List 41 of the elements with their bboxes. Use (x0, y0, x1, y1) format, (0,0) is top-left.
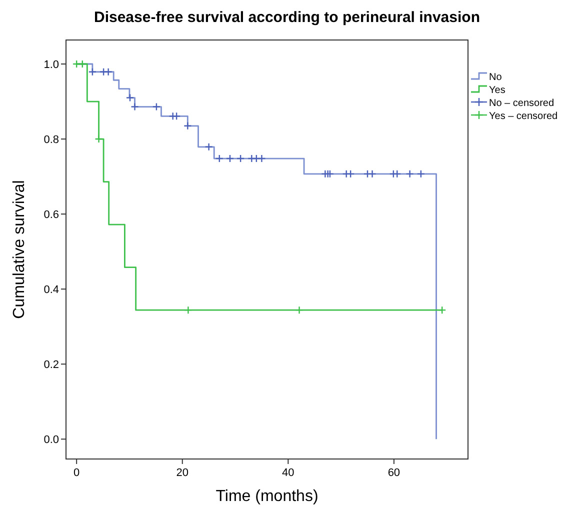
point (226, 154, 234, 163)
x-tick-label: 60 (388, 467, 400, 479)
chart-title: Disease-free survival according to perineural invasion (94, 9, 480, 26)
y-tick-label: 0.2 (44, 359, 59, 372)
point (104, 68, 112, 76)
point (184, 306, 192, 314)
y-axis-title: Cumulative survival (11, 180, 28, 319)
y-tick-label: 0.0 (44, 434, 59, 446)
point (184, 122, 192, 130)
point (152, 102, 161, 111)
point (99, 68, 108, 76)
point (295, 306, 304, 314)
point (368, 170, 376, 178)
x-axis-title: Time (months) (216, 488, 318, 505)
point (393, 170, 402, 178)
y-tick-label: 0.8 (44, 134, 59, 146)
point (204, 142, 213, 152)
point (130, 102, 139, 111)
point (248, 154, 256, 163)
point (252, 154, 261, 163)
point (88, 68, 97, 76)
point (416, 170, 426, 178)
legend-label: Yes (489, 85, 506, 96)
point (406, 170, 414, 178)
point (126, 94, 134, 102)
x-tick-label: 40 (282, 467, 294, 479)
legend-label: No – censored (489, 98, 554, 109)
point (94, 134, 103, 144)
x-tick-label: 20 (176, 467, 188, 479)
y-tick-label: 1.0 (44, 59, 59, 72)
y-tick-label: 0.4 (44, 284, 59, 296)
x-tick-label: 0 (74, 467, 80, 479)
point (346, 170, 355, 178)
point (363, 170, 372, 178)
legend-label: Yes – censored (489, 111, 558, 122)
y-tick-label: 0.6 (44, 209, 59, 222)
point (258, 154, 266, 163)
point (215, 154, 224, 163)
legend-label: No (489, 72, 502, 83)
point (236, 154, 245, 163)
point (72, 60, 81, 68)
